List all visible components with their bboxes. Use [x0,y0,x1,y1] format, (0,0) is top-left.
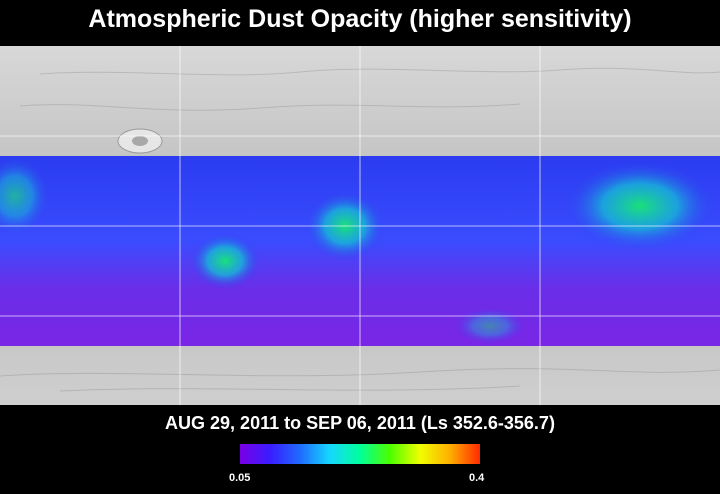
colorbar-min-label: 0.05 [229,472,251,484]
colorbar [240,444,480,464]
colorbar-max-label: 0.4 [469,472,485,484]
mars-map [0,46,720,405]
date-range: AUG 29, 2011 to SEP 06, 2011 (Ls 352.6-3… [165,413,555,433]
crater [132,136,148,146]
grid-lines [0,46,720,405]
dust-opacity-map [0,46,720,405]
map-title: Atmospheric Dust Opacity (higher sensiti… [88,5,632,33]
colorbar-fill [240,444,480,464]
terrain-relief [0,67,720,392]
